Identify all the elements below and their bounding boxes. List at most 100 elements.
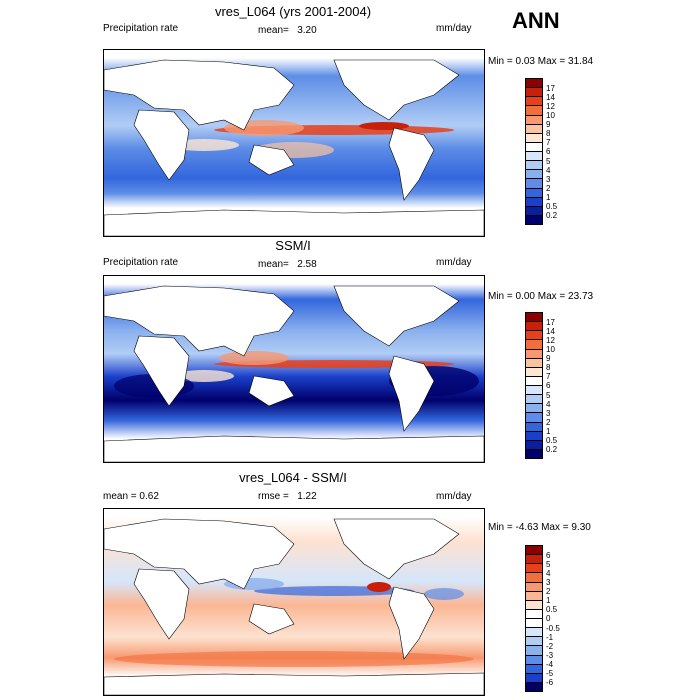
colorbar-level-label: -1: [546, 632, 554, 642]
colorbar-swatch: [526, 331, 542, 341]
colorbar-level-label: 2: [546, 183, 551, 193]
colorbar-level-label: 17: [546, 84, 555, 93]
colorbar-swatch: [526, 395, 542, 405]
colorbar-swatch: [526, 637, 542, 647]
colorbar-swatch: [526, 609, 542, 619]
colorbar-level-label: 12: [546, 336, 555, 346]
colorbar-swatch: [526, 673, 542, 683]
colorbar-swatch: [526, 664, 542, 674]
panel-2-colorbar-labels: 17 14 12 10 9 8 7 6 5 4 3 2 1 0.5 0.2: [546, 318, 557, 454]
colorbar-level-label: 0.5: [546, 201, 558, 211]
colorbar-level-label: -2: [546, 641, 554, 651]
colorbar-level-label: 8: [546, 129, 551, 139]
colorbar-level-label: 1: [546, 426, 551, 436]
panel-1-map-graphic: [104, 58, 484, 236]
panel-2-map-graphic: [104, 284, 484, 462]
panel-1-title: vres_L064 (yrs 2001-2004): [214, 4, 372, 19]
colorbar-level-label: 5: [546, 156, 551, 166]
panel-2-minmax: Min = 0.00 Max = 23.73: [488, 291, 594, 302]
colorbar-swatch: [526, 564, 542, 574]
colorbar-level-label: 3: [546, 408, 551, 418]
colorbar-swatch: [526, 591, 542, 601]
colorbar-level-label: -3: [546, 650, 554, 660]
colorbar-swatch: [526, 124, 542, 134]
colorbar-level-label: 5: [546, 560, 551, 570]
colorbar-swatch: [526, 88, 542, 98]
colorbar-level-label: 3: [546, 174, 551, 184]
colorbar-level-label: 0.5: [546, 435, 558, 445]
panel-2-stat: mean= 2.58: [258, 259, 317, 270]
panel-2-left-label: Precipitation rate: [103, 257, 179, 268]
colorbar-level-label: 0: [546, 614, 551, 624]
colorbar-level-label: 9: [546, 354, 551, 364]
panel-1-map: [103, 49, 485, 237]
colorbar-swatch: [526, 79, 542, 89]
colorbar-swatch: [526, 115, 542, 125]
colorbar-level-label: 9: [546, 120, 551, 130]
colorbar-swatch: [526, 206, 542, 216]
colorbar-swatch: [526, 682, 542, 691]
colorbar-swatch: [526, 133, 542, 143]
colorbar-swatch: [526, 422, 542, 432]
colorbar-swatch: [526, 313, 542, 323]
colorbar-level-label: 5: [546, 390, 551, 400]
panel-1-units: mm/day: [436, 23, 472, 34]
colorbar-level-label: 12: [546, 102, 555, 112]
panel-1-colorbar-labels: 17 14 12 10 9 8 7 6 5 4 3 2 1 0.5 0.2: [546, 84, 557, 220]
colorbar-swatch: [526, 188, 542, 198]
colorbar-level-label: 0.5: [546, 605, 558, 615]
panel-1-stat-value: 3.20: [297, 25, 317, 36]
panel-2-colorbar: [525, 312, 543, 459]
colorbar-level-label: 2: [546, 417, 551, 427]
colorbar-level-label: 6: [546, 551, 551, 560]
panel-3-stat-value: 1.22: [297, 491, 317, 502]
colorbar-swatch: [526, 376, 542, 386]
colorbar-swatch: [526, 152, 542, 162]
colorbar-swatch: [526, 367, 542, 377]
panel-3-colorbar: [525, 545, 543, 692]
panel-3-stat: rmse = 1.22: [258, 491, 317, 502]
panel-3-stat-label: rmse =: [258, 491, 289, 502]
colorbar-swatch: [526, 582, 542, 592]
colorbar-level-label: -6: [546, 677, 554, 687]
panel-2-title: SSM/I: [275, 238, 311, 253]
colorbar-level-label: 4: [546, 399, 551, 409]
colorbar-swatch: [526, 646, 542, 656]
colorbar-swatch: [526, 170, 542, 180]
colorbar-level-label: 6: [546, 381, 551, 391]
panel-2-units: mm/day: [436, 257, 472, 268]
colorbar-level-label: 7: [546, 138, 551, 148]
panel-3-map-graphic: [104, 517, 484, 695]
colorbar-swatch: [526, 197, 542, 207]
colorbar-swatch: [526, 573, 542, 583]
colorbar-level-label: 6: [546, 147, 551, 157]
panel-3-minmax: Min = -4.63 Max = 9.30: [488, 522, 591, 533]
colorbar-level-label: 10: [546, 345, 555, 355]
colorbar-swatch: [526, 161, 542, 171]
colorbar-swatch: [526, 600, 542, 610]
colorbar-level-label: 14: [546, 93, 555, 103]
colorbar-level-label: 10: [546, 111, 555, 121]
colorbar-swatch: [526, 349, 542, 359]
season-label: ANN: [512, 8, 560, 33]
colorbar-swatch: [526, 655, 542, 665]
colorbar-swatch: [526, 619, 542, 629]
colorbar-swatch: [526, 404, 542, 414]
colorbar-level-label: 4: [546, 569, 551, 579]
panel-3-colorbar-labels: 6 5 4 3 2 1 0.5 0 -0.5 -1 -2 -3 -4 -5 -6: [546, 551, 560, 687]
colorbar-level-label: 4: [546, 165, 551, 175]
panel-1-minmax: Min = 0.03 Max = 31.84: [488, 56, 594, 67]
panel-3-title: vres_L064 - SSM/I: [239, 470, 347, 485]
colorbar-swatch: [526, 142, 542, 152]
panel-1-stat-label: mean=: [258, 25, 289, 36]
colorbar-level-label: 7: [546, 372, 551, 382]
colorbar-level-label: 17: [546, 318, 555, 327]
panel-1-stat: mean= 3.20: [258, 25, 317, 36]
panel-2-map: [103, 275, 485, 463]
colorbar-swatch: [526, 106, 542, 116]
colorbar-level-label: -4: [546, 659, 554, 669]
colorbar-swatch: [526, 322, 542, 332]
colorbar-level-label: -0.5: [546, 623, 560, 633]
colorbar-level-label: 14: [546, 327, 555, 337]
panel-2-stat-label: mean=: [258, 259, 289, 270]
